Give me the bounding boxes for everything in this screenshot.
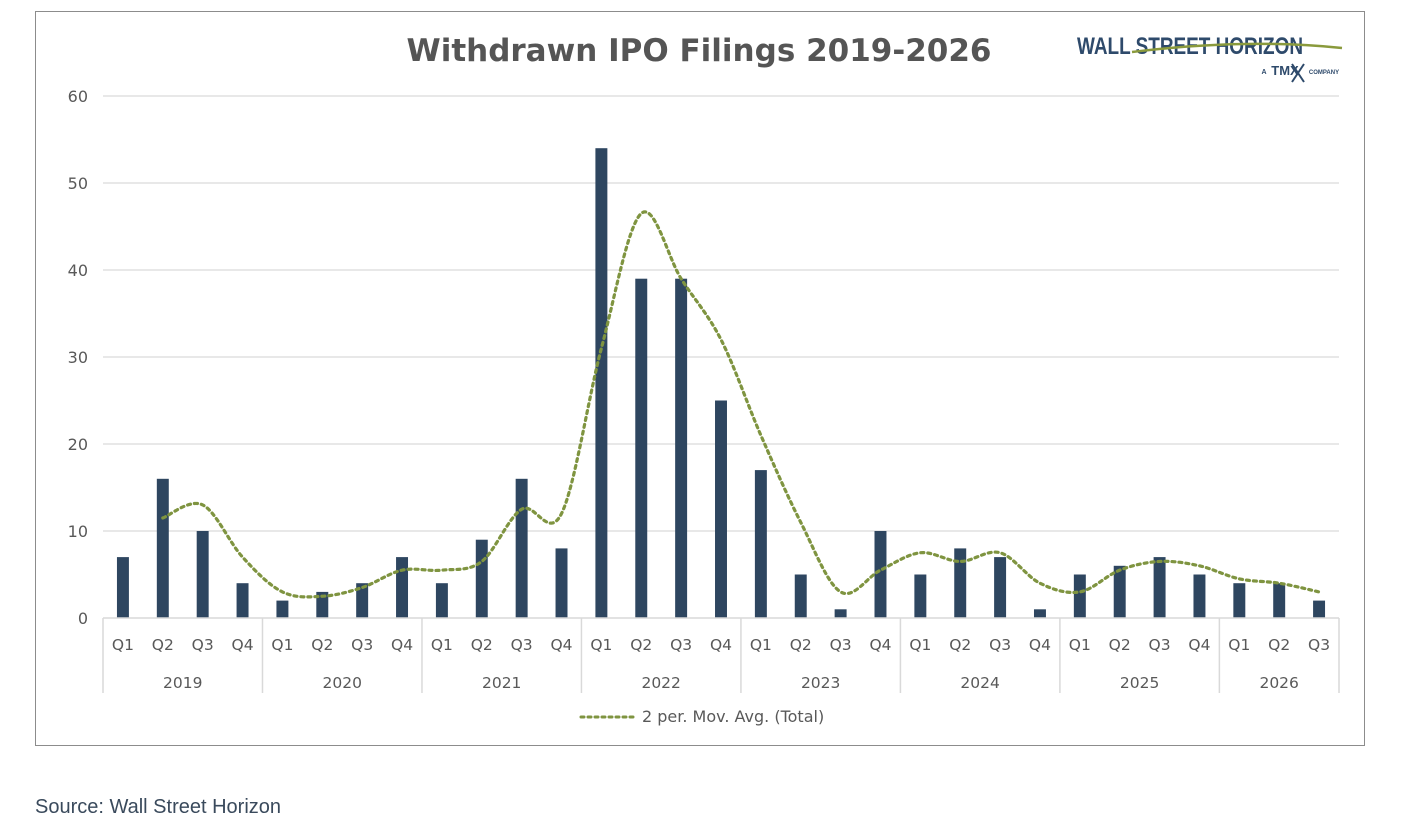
- bar: [914, 574, 927, 618]
- x-tick-label-year: 2019: [163, 674, 202, 692]
- x-tick-label-quarter: Q1: [750, 636, 772, 654]
- bar: [116, 557, 129, 618]
- x-tick-label-quarter: Q2: [630, 636, 652, 654]
- x-tick-label-quarter: Q2: [1109, 636, 1131, 654]
- x-tick-label-quarter: Q4: [1029, 636, 1051, 654]
- x-tick-label-quarter: Q1: [431, 636, 453, 654]
- x-tick-label-year: 2023: [801, 674, 840, 692]
- bar: [1153, 557, 1166, 618]
- y-tick-label: 50: [68, 174, 88, 193]
- bar: [1113, 565, 1126, 618]
- x-tick-label-quarter: Q3: [989, 636, 1011, 654]
- x-tick-label-quarter: Q1: [1228, 636, 1250, 654]
- x-tick-label-quarter: Q1: [590, 636, 612, 654]
- logo-tagline-prefix: A: [1261, 69, 1266, 76]
- x-tick-label-quarter: Q3: [351, 636, 373, 654]
- x-tick-label-quarter: Q4: [391, 636, 413, 654]
- x-tick-label-year: 2022: [641, 674, 680, 692]
- bar: [236, 583, 249, 618]
- x-tick-label-quarter: Q4: [710, 636, 732, 654]
- x-tick-label-year: 2025: [1120, 674, 1159, 692]
- source-note: Source: Wall Street Horizon: [35, 796, 282, 818]
- chart-frame: 0 10 20 30 40 50 60 Q1 Q2 Q3 Q4 Q1 Q2 Q3 Q4 Q1 Q2 Q3 Q4 Q1 Q…: [35, 11, 1365, 746]
- logo-swoosh-icon: [1131, 42, 1343, 54]
- y-tick-label: 30: [68, 348, 88, 367]
- x-tick-label-quarter: Q2: [1268, 636, 1290, 654]
- bar: [715, 400, 727, 618]
- bar: [754, 470, 767, 618]
- bar: [954, 548, 967, 618]
- bar-layer: [116, 148, 1326, 618]
- x-tick-label-quarter: Q1: [271, 636, 293, 654]
- legend: 2 per. Mov. Avg. (Total): [579, 707, 824, 726]
- legend-moving-average-label: 2 per. Mov. Avg. (Total): [642, 707, 824, 726]
- x-tick-label-year: 2020: [322, 674, 361, 692]
- y-tick-label: 60: [68, 87, 88, 106]
- wall-street-horizon-logo: WALL STREET HORIZON A TMX COMPANY: [1077, 33, 1343, 83]
- bar: [435, 583, 448, 618]
- logo-tagline-suffix: COMPANY: [1309, 70, 1339, 76]
- x-tick-label-quarter: Q3: [192, 636, 214, 654]
- bar: [1193, 574, 1206, 618]
- bar: [994, 557, 1007, 618]
- x-tick-label-quarter: Q3: [1149, 636, 1171, 654]
- y-tick-label: 10: [68, 522, 88, 541]
- y-tick-label: 40: [68, 261, 88, 280]
- y-tick-label: 0: [78, 609, 88, 628]
- bar: [874, 531, 887, 618]
- bar: [276, 600, 289, 618]
- bar: [1313, 600, 1326, 618]
- x-tick-label-quarter: Q3: [511, 636, 533, 654]
- bar: [396, 557, 409, 618]
- moving-average-line: [161, 210, 1321, 599]
- bar: [595, 148, 608, 618]
- x-tick-label-quarter: Q3: [1308, 636, 1330, 654]
- x-tick-label-quarter: Q4: [550, 636, 572, 654]
- bar: [675, 278, 688, 618]
- bar: [316, 591, 329, 618]
- bar: [555, 548, 568, 618]
- bar: [475, 539, 488, 618]
- x-tick-label-quarter: Q4: [232, 636, 254, 654]
- line-layer: [161, 210, 1321, 599]
- x-tick-label-quarter: Q2: [790, 636, 812, 654]
- x-tick-label-quarter: Q2: [311, 636, 333, 654]
- bar: [834, 609, 847, 618]
- logo-x-mark-icon: [1291, 63, 1305, 83]
- x-tick-label-quarter: Q2: [949, 636, 971, 654]
- x-tick-label-quarter: Q4: [1188, 636, 1210, 654]
- chart-title: Withdrawn IPO Filings 2019-2026: [407, 33, 992, 69]
- y-tick-label: 20: [68, 435, 88, 454]
- x-tick-label-quarter: Q2: [471, 636, 493, 654]
- bar: [794, 574, 807, 618]
- x-tick-label-year: 2021: [482, 674, 521, 692]
- x-tick-label-year: 2024: [960, 674, 999, 692]
- x-tick-label-quarter: Q2: [152, 636, 174, 654]
- x-tick-label-quarter: Q1: [112, 636, 134, 654]
- bar: [1233, 583, 1246, 618]
- bar: [515, 478, 528, 618]
- x-tick-label-quarter: Q1: [909, 636, 931, 654]
- logo-tagline-brand: TMX: [1271, 63, 1299, 78]
- x-tick-label-quarter: Q3: [670, 636, 692, 654]
- bar: [1073, 574, 1086, 618]
- x-tick-label-quarter: Q3: [830, 636, 852, 654]
- chart-svg: 0 10 20 30 40 50 60 Q1 Q2 Q3 Q4 Q1 Q2 Q3 Q4 Q1 Q2 Q3 Q4 Q1 Q…: [68, 33, 1343, 726]
- x-tick-label-year: 2026: [1259, 674, 1298, 692]
- bar: [196, 531, 209, 618]
- x-tick-label-quarter: Q4: [869, 636, 891, 654]
- grid-layer: [103, 95, 1339, 532]
- bar: [635, 278, 648, 618]
- axis-layer: 0 10 20 30 40 50 60 Q1 Q2 Q3 Q4 Q1 Q2 Q3 Q4 Q1 Q2 Q3 Q4 Q1 Q…: [68, 87, 1340, 693]
- bar: [156, 478, 169, 618]
- bar: [356, 583, 369, 618]
- bar: [1273, 583, 1286, 618]
- bar: [1033, 609, 1046, 618]
- x-tick-label-quarter: Q1: [1069, 636, 1091, 654]
